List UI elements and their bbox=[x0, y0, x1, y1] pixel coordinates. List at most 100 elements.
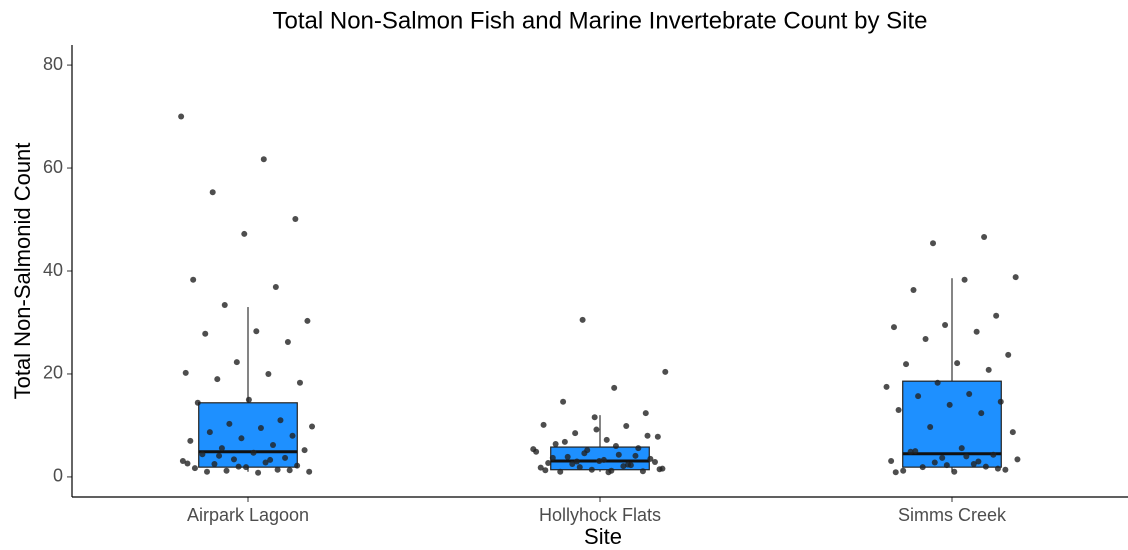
data-point bbox=[226, 420, 233, 427]
data-point bbox=[954, 360, 961, 367]
data-point bbox=[900, 467, 907, 474]
data-point bbox=[961, 276, 968, 283]
data-point bbox=[888, 457, 895, 464]
data-point bbox=[934, 379, 941, 386]
data-point bbox=[552, 440, 559, 447]
data-point bbox=[230, 456, 237, 463]
data-point bbox=[564, 453, 571, 460]
data-point bbox=[194, 399, 201, 406]
data-point bbox=[993, 312, 1000, 319]
data-point bbox=[1005, 351, 1012, 358]
data-point bbox=[576, 464, 583, 471]
y-axis-label: Total Non-Salmonid Count bbox=[10, 143, 35, 400]
data-point bbox=[915, 393, 922, 400]
data-point bbox=[294, 462, 301, 469]
data-point bbox=[233, 359, 240, 366]
y-tick-label: 40 bbox=[43, 260, 63, 280]
data-point bbox=[190, 276, 197, 283]
data-point bbox=[270, 442, 277, 449]
data-point bbox=[919, 464, 926, 471]
data-point bbox=[910, 287, 917, 294]
data-point bbox=[243, 464, 250, 471]
data-point bbox=[931, 459, 938, 466]
data-point bbox=[304, 317, 311, 324]
data-point bbox=[540, 421, 547, 428]
data-point bbox=[282, 454, 289, 461]
data-point bbox=[605, 469, 612, 476]
data-point bbox=[284, 339, 291, 346]
data-point bbox=[199, 451, 206, 458]
data-point bbox=[632, 452, 639, 459]
data-point bbox=[946, 401, 953, 408]
data-point bbox=[253, 328, 260, 335]
data-point bbox=[549, 454, 556, 461]
data-point bbox=[277, 417, 284, 424]
data-point bbox=[951, 468, 958, 475]
data-point bbox=[1012, 274, 1019, 281]
data-point bbox=[662, 368, 669, 375]
data-point bbox=[620, 463, 627, 470]
data-point bbox=[530, 446, 537, 453]
data-point bbox=[990, 451, 997, 458]
data-point bbox=[982, 463, 989, 470]
data-point bbox=[615, 451, 622, 458]
data-point bbox=[994, 465, 1001, 472]
data-point bbox=[579, 316, 586, 323]
data-point bbox=[1014, 456, 1021, 463]
data-point bbox=[179, 457, 186, 464]
data-point bbox=[612, 443, 619, 450]
data-point bbox=[907, 448, 914, 455]
data-point bbox=[265, 370, 272, 377]
x-tick-label: Airpark Lagoon bbox=[187, 505, 309, 525]
data-point bbox=[569, 461, 576, 468]
data-point bbox=[939, 454, 946, 461]
data-point bbox=[542, 467, 549, 474]
x-tick-label: Hollyhock Flats bbox=[539, 505, 661, 525]
data-point bbox=[611, 384, 618, 391]
data-point bbox=[985, 366, 992, 373]
data-point bbox=[292, 216, 299, 223]
data-point bbox=[975, 458, 982, 465]
data-point bbox=[211, 461, 218, 468]
data-point bbox=[942, 322, 949, 329]
data-point bbox=[245, 396, 252, 403]
data-point bbox=[187, 437, 194, 444]
data-point bbox=[309, 423, 316, 430]
data-point bbox=[981, 234, 988, 241]
y-tick-label: 80 bbox=[43, 54, 63, 74]
data-point bbox=[623, 422, 630, 429]
data-point bbox=[545, 460, 552, 467]
data-point bbox=[912, 448, 919, 455]
data-point bbox=[572, 430, 579, 437]
box bbox=[198, 402, 298, 468]
data-point bbox=[178, 113, 185, 120]
data-point bbox=[997, 398, 1004, 405]
data-point bbox=[238, 435, 245, 442]
data-point bbox=[286, 467, 293, 474]
data-point bbox=[250, 449, 257, 456]
data-point bbox=[306, 468, 313, 475]
data-point bbox=[557, 468, 564, 475]
data-point bbox=[255, 469, 262, 476]
data-point bbox=[289, 432, 296, 439]
data-point bbox=[1002, 466, 1009, 473]
data-point bbox=[642, 410, 649, 417]
data-point bbox=[182, 369, 189, 376]
data-point bbox=[927, 423, 934, 430]
data-point bbox=[892, 469, 899, 476]
data-point bbox=[651, 458, 658, 465]
data-point bbox=[644, 432, 651, 439]
data-point bbox=[895, 406, 902, 413]
x-axis-label: Site bbox=[584, 524, 622, 549]
data-point bbox=[221, 301, 228, 308]
data-point bbox=[257, 425, 264, 432]
data-point bbox=[209, 189, 216, 196]
data-point bbox=[930, 240, 937, 247]
data-point bbox=[1009, 429, 1016, 436]
data-point bbox=[973, 328, 980, 335]
data-point bbox=[560, 398, 567, 405]
data-point bbox=[218, 445, 225, 452]
data-point bbox=[537, 464, 544, 471]
data-point bbox=[966, 391, 973, 398]
